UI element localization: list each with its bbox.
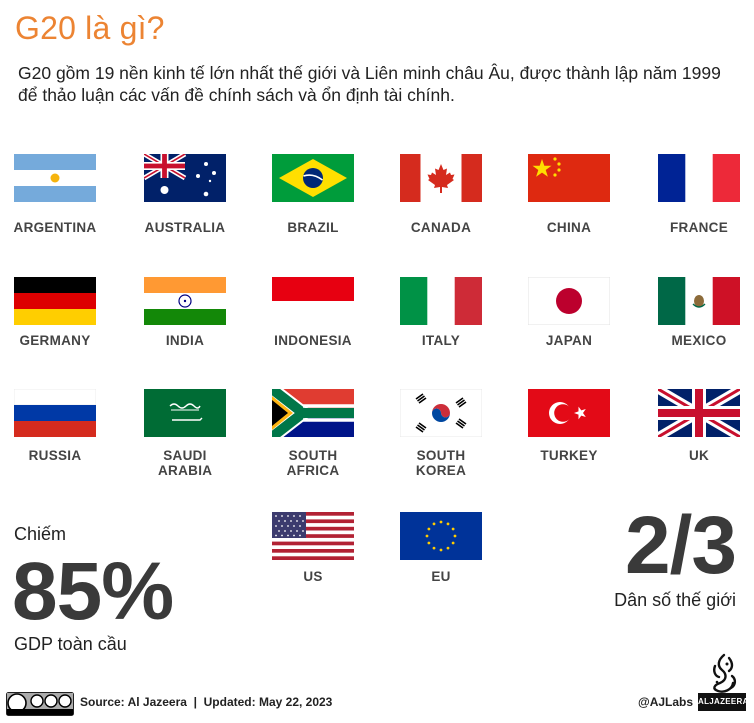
eu-flag (400, 512, 482, 560)
country-label-saudi-arabia: SAUDI ARABIA (158, 448, 213, 478)
country-label-mexico: MEXICO (671, 333, 727, 348)
country-label-france: FRANCE (669, 220, 729, 235)
country-label-germany: GERMANY (19, 333, 91, 348)
turkey-flag (528, 389, 610, 437)
australia-flag (144, 154, 226, 202)
page-title: G20 là gì? (15, 10, 165, 46)
south-korea-flag (400, 389, 482, 437)
country-label-japan: JAPAN (545, 333, 593, 348)
population-share-label: Dân số thế giới (614, 590, 736, 610)
country-label-australia: AUSTRALIA (144, 220, 226, 235)
country-label-south-korea: SOUTH KOREA (415, 448, 467, 478)
us-flag (272, 512, 354, 560)
aljazeera-badge: ALJAZEERA (698, 693, 748, 711)
uk-flag (658, 389, 740, 437)
japan-flag (528, 277, 610, 325)
country-label-india: INDIA (165, 333, 205, 348)
footer: Source: Al Jazeera | Updated: May 22, 20… (0, 690, 754, 723)
italy-flag (400, 277, 482, 325)
south-africa-flag (272, 389, 354, 437)
mexico-flag (658, 277, 740, 325)
country-label-indonesia: INDONESIA (274, 333, 352, 348)
indonesia-flag (272, 277, 354, 325)
creative-commons-icon (6, 692, 74, 716)
country-label-russia: RUSSIA (28, 448, 82, 463)
russia-flag (14, 389, 96, 437)
country-label-us: US (303, 569, 323, 584)
country-label-italy: ITALY (421, 333, 461, 348)
country-label-turkey: TURKEY (540, 448, 598, 463)
ajlabs-credit: @AJLabs (638, 695, 694, 709)
page-subtitle: G20 gồm 19 nền kinh tế lớn nhất thế giới… (18, 63, 721, 105)
canada-flag (400, 154, 482, 202)
country-label-eu: EU (431, 569, 451, 584)
france-flag (658, 154, 740, 202)
india-flag (144, 277, 226, 325)
country-label-argentina: ARGENTINA (13, 220, 97, 235)
china-flag (528, 154, 610, 202)
country-label-uk: UK (688, 448, 710, 463)
gdp-share-value: 85% (12, 546, 174, 637)
population-share-value: 2/3 (625, 500, 737, 591)
country-label-china: CHINA (546, 220, 592, 235)
source-credit: Source: Al Jazeera | Updated: May 22, 20… (80, 695, 333, 709)
germany-flag (14, 277, 96, 325)
gdp-prefix: Chiếm (14, 524, 67, 544)
gdp-share-label: GDP toàn cầu (14, 634, 127, 654)
country-label-brazil: BRAZIL (287, 220, 339, 235)
country-label-south-africa: SOUTH AFRICA (286, 448, 340, 478)
saudi-arabia-flag (144, 389, 226, 437)
country-label-canada: CANADA (410, 220, 472, 235)
argentina-flag (14, 154, 96, 202)
brazil-flag (272, 154, 354, 202)
aljazeera-logo (700, 652, 748, 694)
